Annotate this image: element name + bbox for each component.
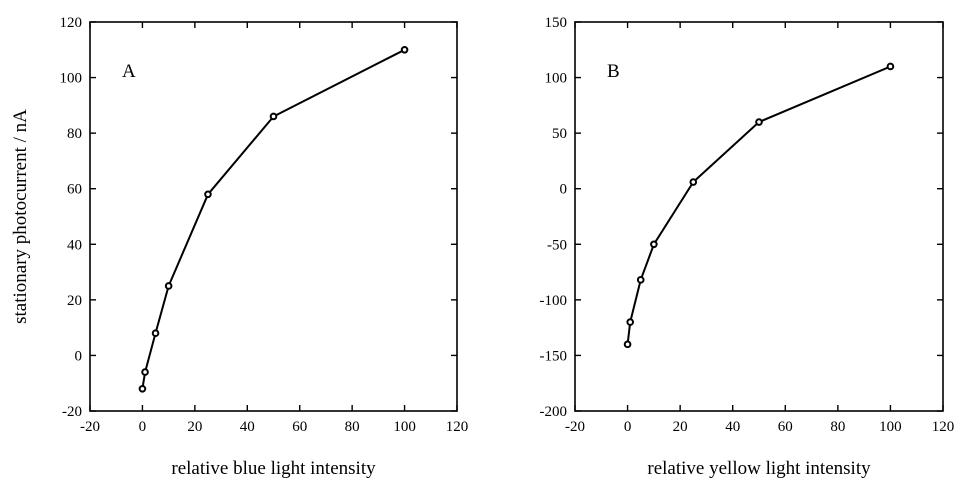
x-tick-label-b: 120 bbox=[932, 419, 955, 435]
x-axis-label-b: relative yellow light intensity bbox=[647, 458, 871, 479]
panel-b: -20 0 20 40 60 80 100 120-200-150-100-500501001… bbox=[540, 15, 955, 479]
x-tick-label-a: 60 bbox=[292, 419, 307, 435]
data-point-a bbox=[164, 282, 173, 290]
y-tick-label-b: 0 bbox=[560, 182, 568, 198]
y-tick-label-a: 120 bbox=[60, 15, 83, 31]
y-tick-label-b: -100 bbox=[540, 293, 568, 309]
x-tick-label-b: 80 bbox=[830, 419, 845, 435]
x-tick-label-a: 120 bbox=[446, 419, 469, 435]
data-point-a bbox=[204, 190, 212, 199]
x-tick-label-a: 0 bbox=[139, 419, 147, 435]
data-point-b bbox=[623, 340, 632, 349]
data-point-a bbox=[141, 368, 149, 376]
y-tick-label-a: 80 bbox=[67, 126, 82, 142]
x-tick-label-b: -20 bbox=[565, 419, 585, 435]
y-tick-label-a: 60 bbox=[67, 182, 82, 198]
y-tick-label-b: -150 bbox=[540, 348, 568, 364]
y-tick-label-a: 40 bbox=[67, 237, 82, 253]
x-tick-label-b: 100 bbox=[879, 419, 902, 435]
x-tick-label-a: 100 bbox=[393, 419, 416, 435]
y-tick-label-a: 20 bbox=[67, 293, 82, 309]
x-tick-label-a: 80 bbox=[345, 419, 360, 435]
y-tick-label-b: -200 bbox=[540, 404, 568, 420]
x-tick-label-a: -20 bbox=[80, 419, 100, 435]
x-tick-label-b: 20 bbox=[673, 419, 688, 435]
series-line-a bbox=[141, 48, 406, 389]
y-axis-label-a: stationary photocurrent / nA bbox=[10, 109, 31, 324]
plot-frame-b bbox=[574, 21, 944, 412]
data-point-a bbox=[151, 329, 160, 338]
x-tick-label-a: 20 bbox=[187, 419, 202, 435]
x-tick-label-b: 40 bbox=[725, 419, 740, 435]
data-point-b bbox=[650, 240, 658, 249]
x-tick-label-b: 0 bbox=[624, 419, 632, 435]
data-point-a bbox=[400, 45, 409, 54]
data-point-b bbox=[886, 62, 895, 71]
x-tick-label-a: 40 bbox=[240, 419, 255, 435]
data-point-b bbox=[755, 118, 763, 126]
data-point-b bbox=[636, 276, 645, 284]
panel-letter-b: B bbox=[607, 61, 620, 82]
y-tick-label-b: 50 bbox=[552, 126, 567, 142]
y-tick-label-a: 0 bbox=[75, 348, 83, 364]
data-point-a bbox=[269, 112, 278, 121]
plot-frame-a bbox=[89, 21, 458, 412]
data-point-a bbox=[138, 384, 147, 393]
panel-letter-a: A bbox=[122, 61, 136, 82]
y-tick-label-b: -50 bbox=[547, 237, 567, 253]
y-tick-label-b: 150 bbox=[545, 15, 568, 31]
y-tick-label-a: 100 bbox=[60, 71, 83, 87]
panel-a: -20 0 20 40 60 80 100 120 -20 0 20 40 60 80 100 120 rela… bbox=[10, 15, 468, 479]
series-line-b bbox=[626, 65, 891, 345]
x-axis-label-a: relative blue light intensity bbox=[171, 458, 376, 479]
y-tick-label-a: -20 bbox=[62, 404, 82, 420]
data-point-b bbox=[689, 178, 698, 186]
y-tick-label-b: 100 bbox=[545, 71, 568, 87]
x-tick-label-b: 60 bbox=[778, 419, 793, 435]
data-point-b bbox=[626, 318, 635, 326]
